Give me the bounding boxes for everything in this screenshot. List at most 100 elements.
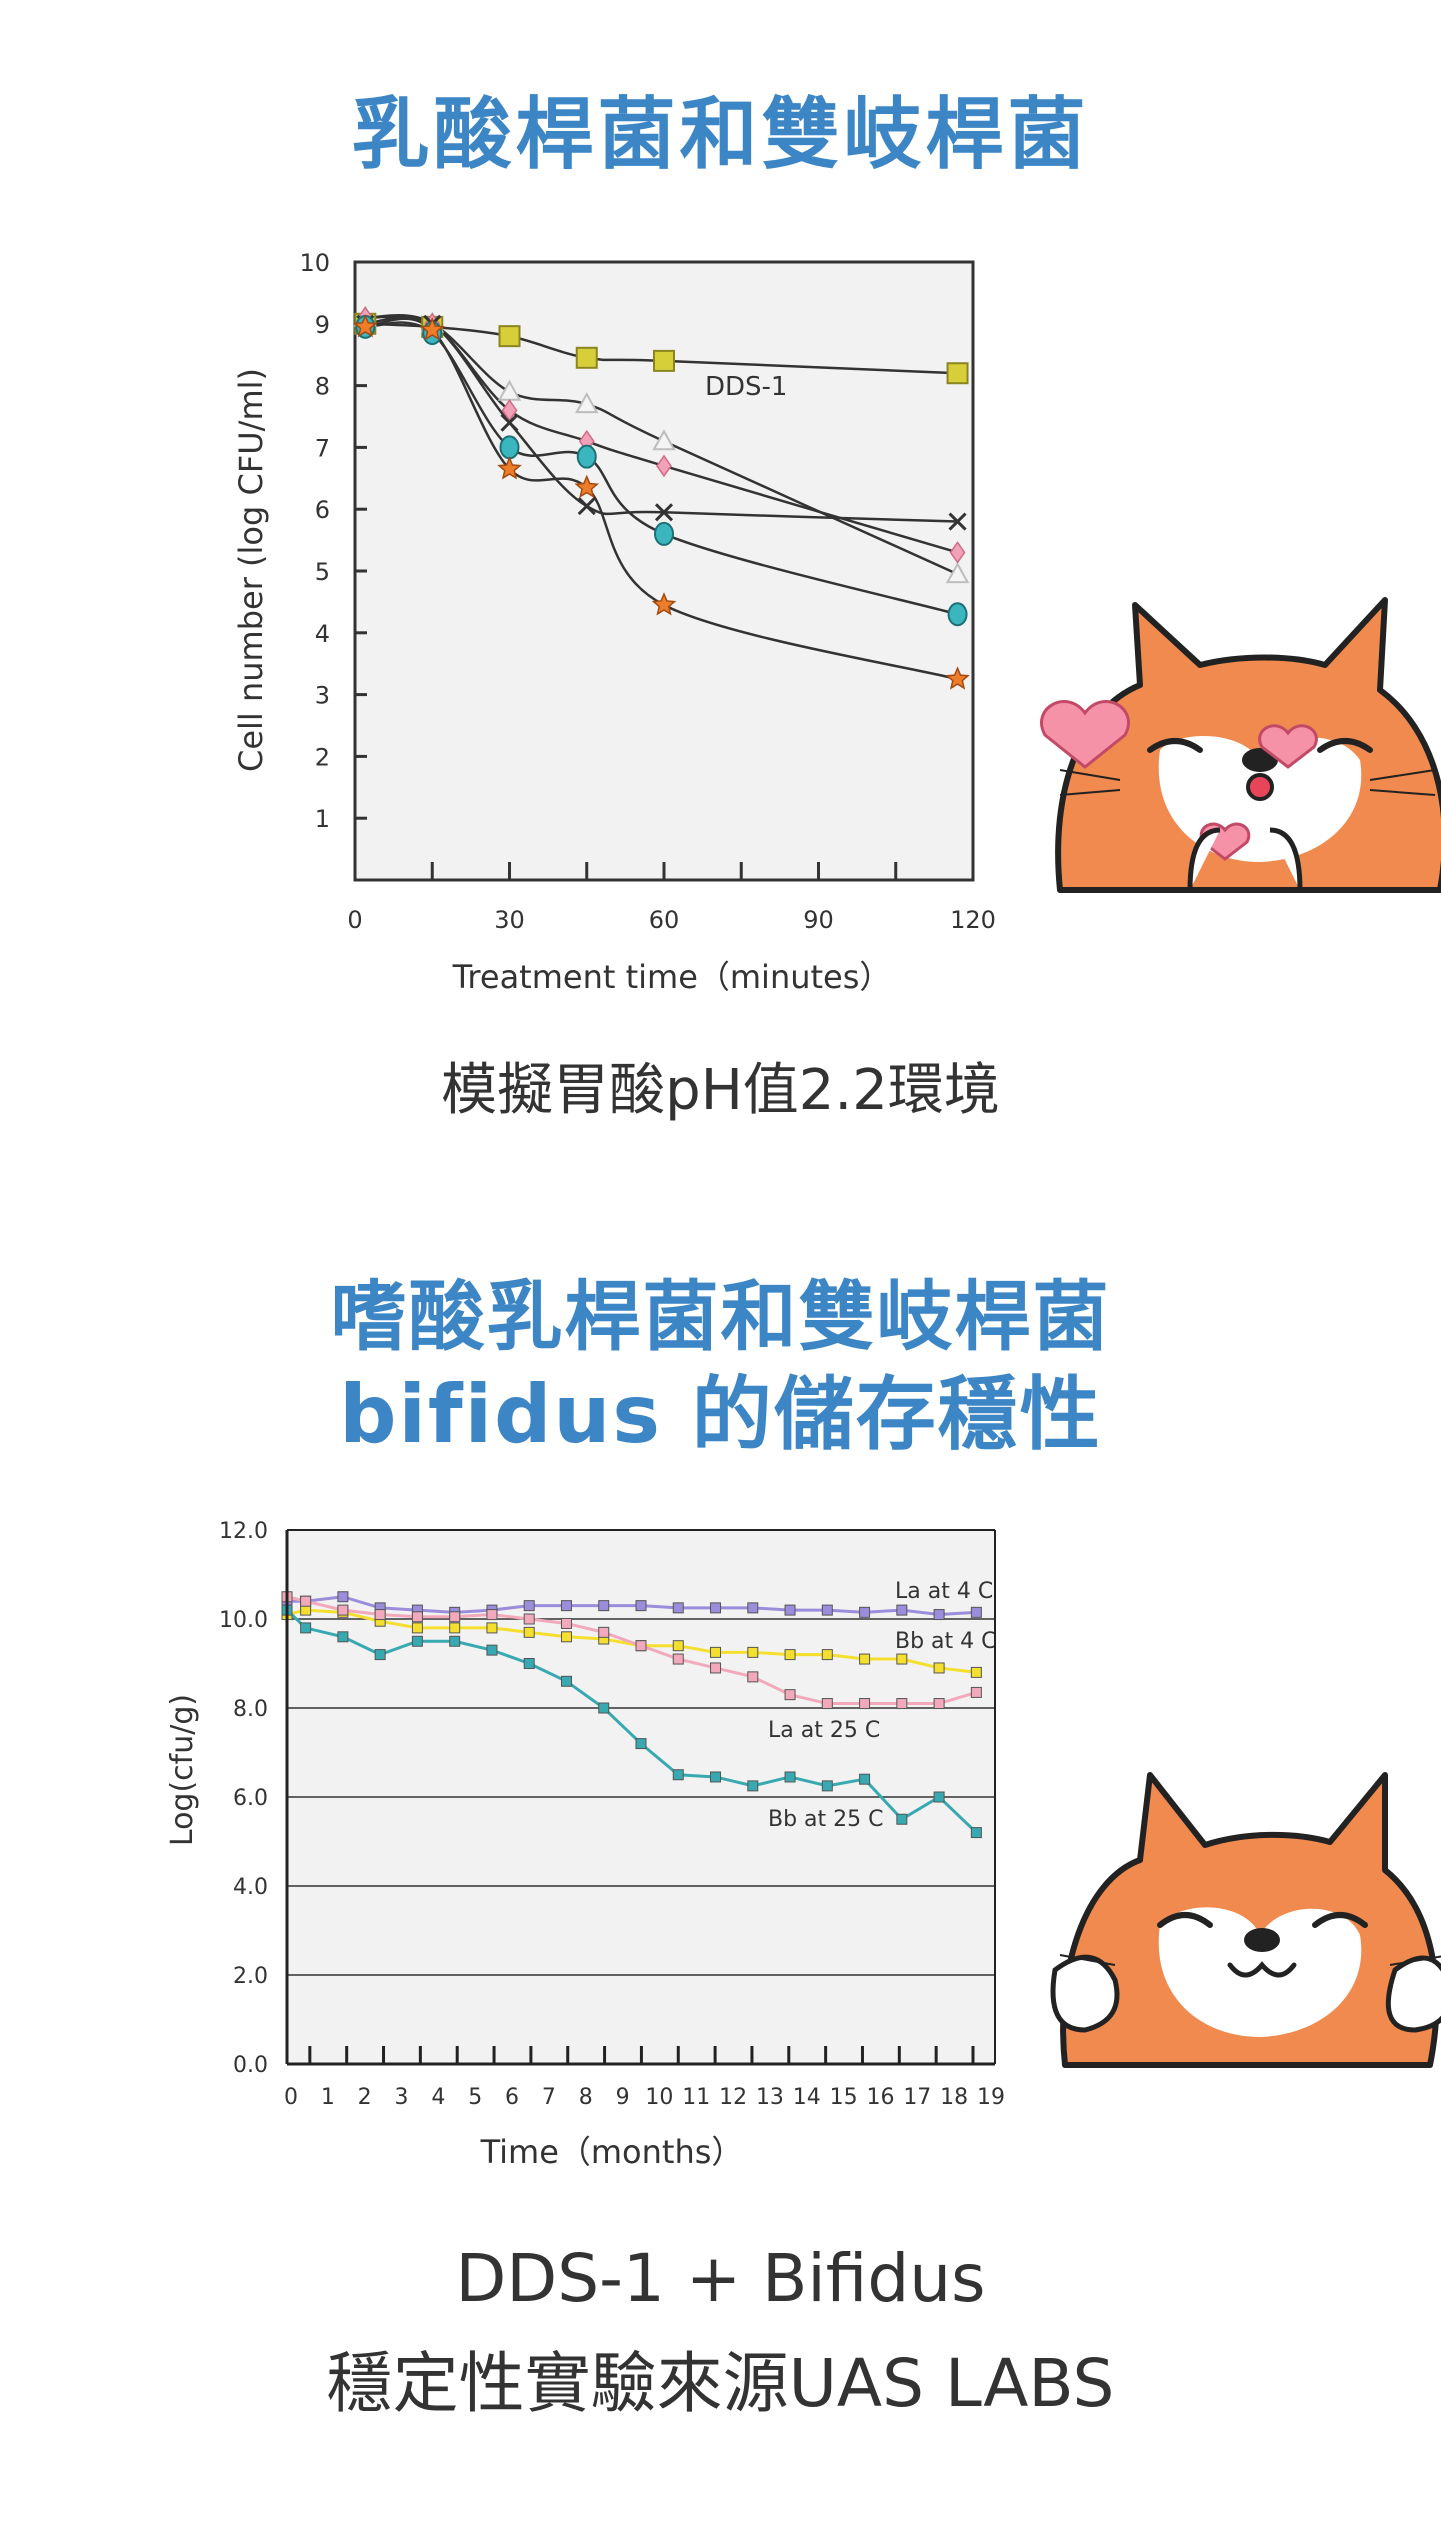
chart1-point-triangle bbox=[575, 392, 599, 414]
chart2-x-tick-label: 4 bbox=[431, 2085, 445, 2110]
chart2-point bbox=[411, 1611, 423, 1623]
top-title: 乳酸桿菌和雙岐桿菌 bbox=[351, 90, 1090, 180]
chart1-y-tick-label: 4 bbox=[315, 620, 330, 648]
chart2-point bbox=[821, 1780, 833, 1792]
chart2-x-tick-label: 14 bbox=[793, 2085, 821, 2110]
chart1-point-star bbox=[497, 456, 522, 480]
chart1-point-diamond bbox=[501, 399, 518, 422]
chart2-x-tick-label: 18 bbox=[940, 2085, 968, 2110]
chart2-point bbox=[821, 1698, 833, 1710]
chart2-point bbox=[374, 1609, 386, 1621]
chart2-point bbox=[598, 1600, 610, 1612]
footer-line1: DDS-1 + Bifidus bbox=[455, 2240, 986, 2317]
chart1-x-tick-label: 30 bbox=[494, 906, 525, 934]
chart2-series-line bbox=[286, 1608, 977, 1674]
chart1-point-square bbox=[946, 362, 969, 385]
chart2-point bbox=[635, 1640, 647, 1652]
chart2-x-tick-label: 16 bbox=[866, 2085, 894, 2110]
chart2-point bbox=[896, 1653, 908, 1665]
chart2-x-tick-label: 5 bbox=[468, 2085, 482, 2110]
chart2-point bbox=[672, 1653, 684, 1665]
chart2-point bbox=[896, 1813, 908, 1825]
chart2-point bbox=[411, 1635, 423, 1647]
chart2-series-line bbox=[287, 1595, 977, 1617]
chart1-y-tick-label: 8 bbox=[315, 373, 330, 401]
chart2-point bbox=[747, 1602, 759, 1614]
chart2-series-label: La at 25 C bbox=[768, 1718, 880, 1743]
chart1-y-tick-label: 2 bbox=[315, 743, 330, 771]
chart2-point bbox=[784, 1604, 796, 1616]
chart2-point bbox=[933, 1791, 945, 1803]
chart1-y-tick-label: 7 bbox=[315, 434, 330, 462]
chart2-point bbox=[449, 1622, 461, 1634]
chart2-y-tick-label: 4.0 bbox=[233, 1875, 268, 1900]
acid-test-caption: 模擬胃酸pH值2.2環境 bbox=[441, 1058, 1000, 1123]
chart2-point bbox=[486, 1622, 498, 1634]
chart1-point-x bbox=[654, 503, 674, 522]
footer-line2: 穩定性實驗來源UAS LABS bbox=[326, 2345, 1115, 2422]
chart1-x-tick-label: 120 bbox=[950, 906, 996, 934]
chart2-point bbox=[747, 1646, 759, 1658]
chart2-x-tick-label: 0 bbox=[284, 2085, 298, 2110]
chart2-point bbox=[486, 1609, 498, 1621]
chart2-point bbox=[411, 1622, 423, 1634]
chart1-y-tick-label: 10 bbox=[299, 249, 330, 277]
chart2-point bbox=[672, 1602, 684, 1614]
chart2-point bbox=[523, 1600, 535, 1612]
chart1-point-square bbox=[653, 349, 675, 372]
chart2-series-label: La at 4 C bbox=[895, 1579, 993, 1604]
chart2-point bbox=[970, 1686, 982, 1698]
chart2-point bbox=[859, 1773, 871, 1785]
chart2-point bbox=[896, 1698, 908, 1710]
chart2-x-tick-label: 6 bbox=[505, 2085, 519, 2110]
chart2-y-tick-label: 6.0 bbox=[233, 1786, 268, 1811]
chart2-point bbox=[747, 1780, 759, 1792]
chart1-annotation-dds1: DDS-1 bbox=[705, 372, 787, 402]
chart2-point bbox=[560, 1675, 572, 1687]
chart1-y-tick-label: 9 bbox=[315, 311, 330, 339]
chart2-point bbox=[300, 1595, 312, 1607]
chart1-x-tick-label: 0 bbox=[347, 906, 362, 934]
chart1-point-diamond bbox=[949, 541, 966, 564]
chart2-x-tick-label: 15 bbox=[830, 2085, 858, 2110]
chart2-point bbox=[970, 1666, 982, 1678]
chart2-x-tick-label: 9 bbox=[616, 2085, 630, 2110]
chart2-point bbox=[598, 1702, 610, 1714]
chart2-series-line bbox=[286, 1595, 977, 1706]
chart2-series-line bbox=[285, 1609, 978, 1834]
chart1-x-tick-label: 90 bbox=[803, 906, 834, 934]
chart2-point bbox=[672, 1640, 684, 1652]
chart1-point-square bbox=[498, 325, 521, 348]
chart2-y-tick-label: 0.0 bbox=[233, 2053, 268, 2078]
chart2-x-tick-label: 10 bbox=[645, 2085, 673, 2110]
chart2-point bbox=[784, 1649, 796, 1661]
chart2-x-tick-label: 7 bbox=[542, 2085, 556, 2110]
chart2-point bbox=[710, 1646, 722, 1658]
chart2-point bbox=[486, 1644, 498, 1656]
chart2-point bbox=[300, 1622, 312, 1634]
chart1-point-x bbox=[577, 497, 596, 516]
chart1-point-x bbox=[948, 512, 967, 531]
chart1-point-triangle bbox=[652, 429, 676, 451]
chart2-point bbox=[821, 1604, 833, 1616]
chart1-y-tick-label: 1 bbox=[315, 805, 330, 833]
chart1-point-star bbox=[945, 666, 970, 690]
storage-stability-chart: 0.02.04.06.08.010.012.0 0 1 2 3 4 5 6 7 8 9 10 11 12… bbox=[165, 1519, 1441, 2171]
acid-survival-chart: 1 2 3 4 5 6 7 8 9 10 0 30 60 90 120 DDS-1 Cell number… bbox=[232, 249, 1441, 996]
chart2-point bbox=[635, 1600, 647, 1612]
chart1-point-star bbox=[651, 592, 677, 616]
chart2-point bbox=[859, 1606, 871, 1618]
chart1-point-star bbox=[574, 474, 600, 499]
chart2-y-tick-label: 12.0 bbox=[219, 1519, 268, 1544]
chart2-point bbox=[933, 1609, 945, 1621]
chart2-point bbox=[710, 1602, 722, 1614]
chart1-y-tick-label: 6 bbox=[315, 496, 330, 524]
chart2-point bbox=[635, 1738, 647, 1750]
chart1-point-x bbox=[500, 413, 519, 432]
chart2-point bbox=[896, 1604, 908, 1616]
shiba-dog-hearts-icon bbox=[1040, 597, 1441, 893]
chart1-y-label: Cell number (log CFU/ml) bbox=[232, 368, 270, 772]
chart2-point bbox=[821, 1649, 833, 1661]
chart2-point bbox=[970, 1827, 982, 1839]
chart1-point-circle bbox=[947, 602, 968, 627]
